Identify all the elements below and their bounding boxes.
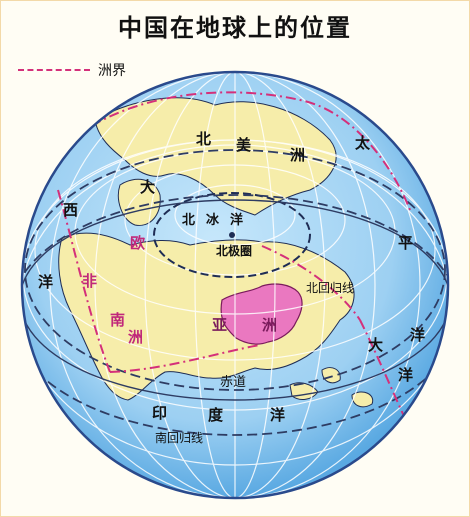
label-africa: 非 [82, 272, 97, 290]
label-indian-2: 度 [208, 406, 224, 424]
label-arctic-3: 洋 [230, 212, 243, 228]
label-nan-right: 洲 [128, 328, 143, 346]
label-atlantic-2: 西 [63, 201, 78, 219]
label-north-america-2: 美 [236, 136, 252, 154]
tropic-of-cancer-line [24, 149, 446, 391]
equator-line [22, 199, 448, 401]
label-pacific-1: 太 [355, 134, 371, 152]
graticule [22, 72, 448, 498]
label-asia-2: 洲 [262, 316, 277, 334]
label-tropic-cancer: 北回归线 [306, 281, 354, 295]
label-arctic-2: 冰 [206, 212, 220, 228]
label-indian-3: 洋 [270, 406, 285, 424]
arctic-circle [153, 192, 311, 278]
label-asia-1: 亚 [212, 316, 227, 334]
map-title: 中国在地球上的位置 [118, 13, 352, 42]
label-north-america-1: 北 [196, 130, 211, 148]
label-atlantic-3: 洋 [38, 273, 53, 291]
label-arctic-1: 北 [182, 213, 195, 228]
label-pacific-2: 平 [398, 234, 413, 252]
label-pacific-3: 洋 [410, 326, 425, 344]
label-equator: 赤道 [220, 375, 246, 390]
globe-outline [20, 70, 450, 500]
north-pole-marker [229, 232, 235, 238]
label-europe: 欧 [130, 234, 145, 252]
label-arctic-circle: 北极圈 [216, 243, 252, 258]
label-tropic-capricorn: 南回归线 [155, 430, 203, 445]
continent-boundary-line-sample [18, 69, 90, 71]
label-pacific-side: 大 [368, 336, 383, 354]
island-3 [351, 391, 374, 408]
label-nan-left: 南 [110, 311, 125, 329]
china-territory [220, 283, 303, 345]
label-pacific-char: 洋 [398, 366, 413, 384]
label-atlantic-1: 大 [140, 178, 155, 196]
tropic-of-capricorn-line [22, 194, 448, 436]
label-indian-1: 印 [152, 404, 167, 422]
label-north-america-3: 洲 [290, 146, 305, 164]
legend-label: 洲界 [98, 63, 126, 79]
